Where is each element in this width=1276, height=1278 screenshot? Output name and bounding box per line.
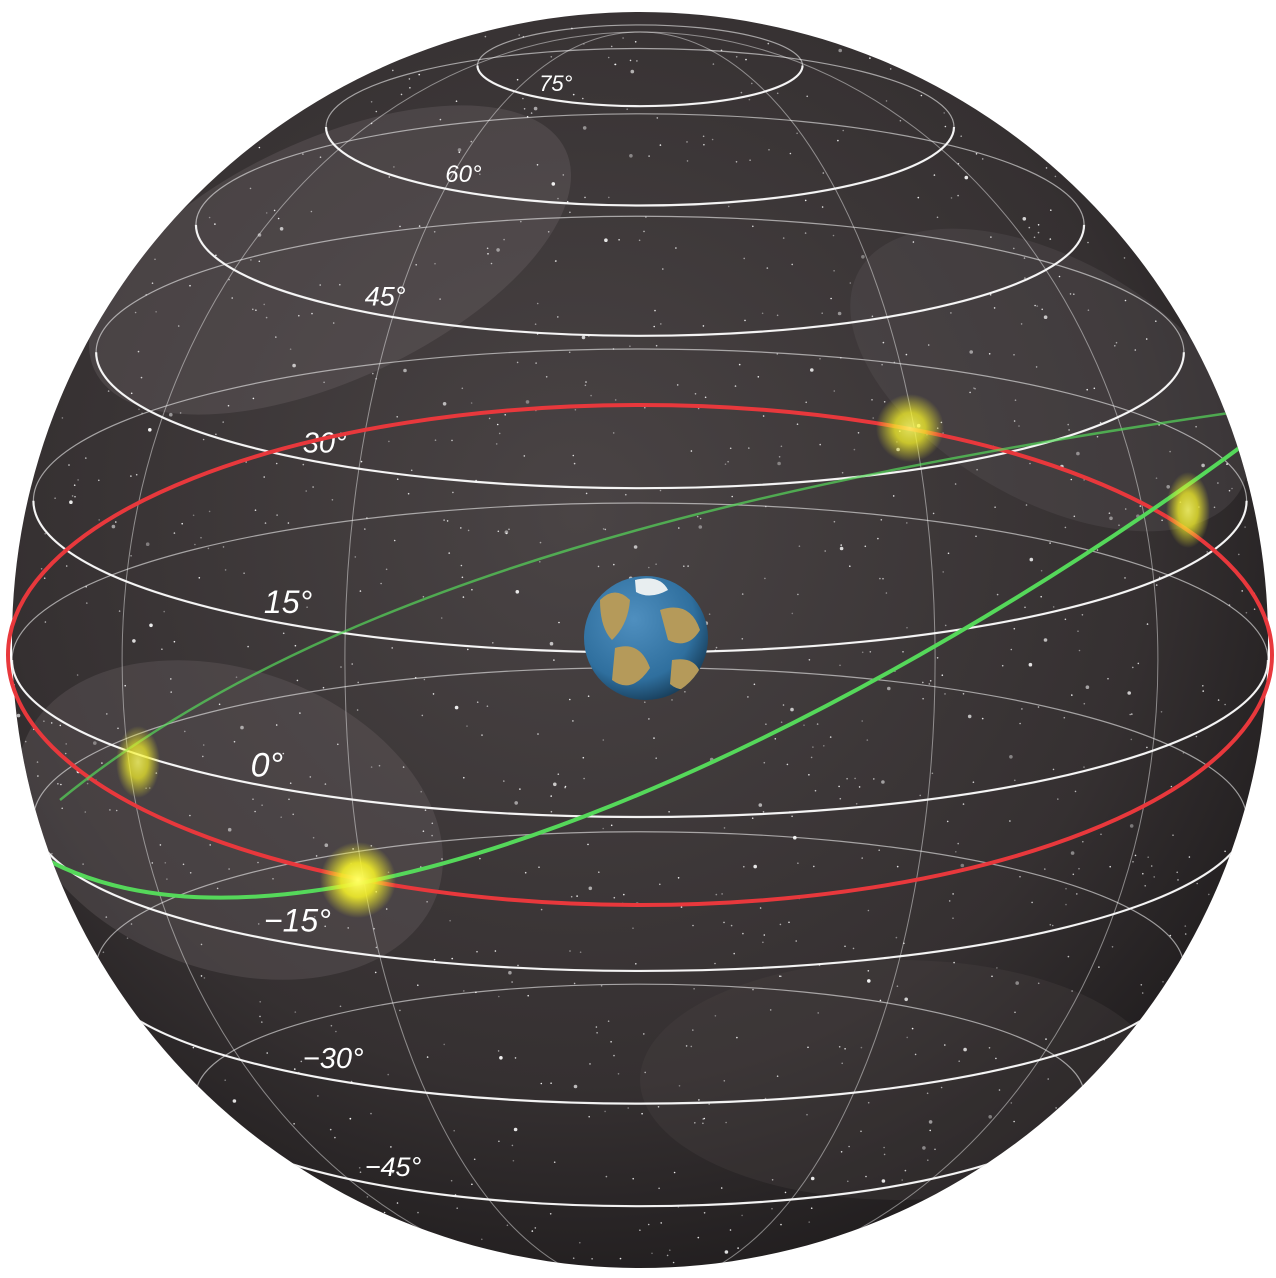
latitude-label: 0° [251, 747, 284, 785]
sun-icon [876, 394, 944, 462]
sun-positions [116, 394, 1210, 918]
earth-icon [584, 576, 708, 700]
latitude-labels: 75°60°45°30°15°0°−15°−30°−45° [251, 71, 573, 1182]
latitude-label: 60° [445, 161, 482, 188]
orbit-lines [6, 403, 1274, 907]
latitude-label: 15° [264, 584, 313, 620]
celestial-equator-line [6, 403, 1274, 907]
latitude-label: −15° [264, 903, 331, 939]
sun-icon [320, 842, 396, 918]
ecliptic-back-line [59, 408, 1251, 801]
sun-icon [116, 726, 160, 798]
latitude-label: 75° [539, 71, 572, 96]
latitude-label: 45° [365, 281, 406, 311]
latitude-label: −30° [303, 1043, 364, 1075]
ecliptic-line [28, 438, 1252, 900]
latitude-label: −45° [365, 1152, 422, 1182]
sun-icon [1166, 472, 1210, 548]
